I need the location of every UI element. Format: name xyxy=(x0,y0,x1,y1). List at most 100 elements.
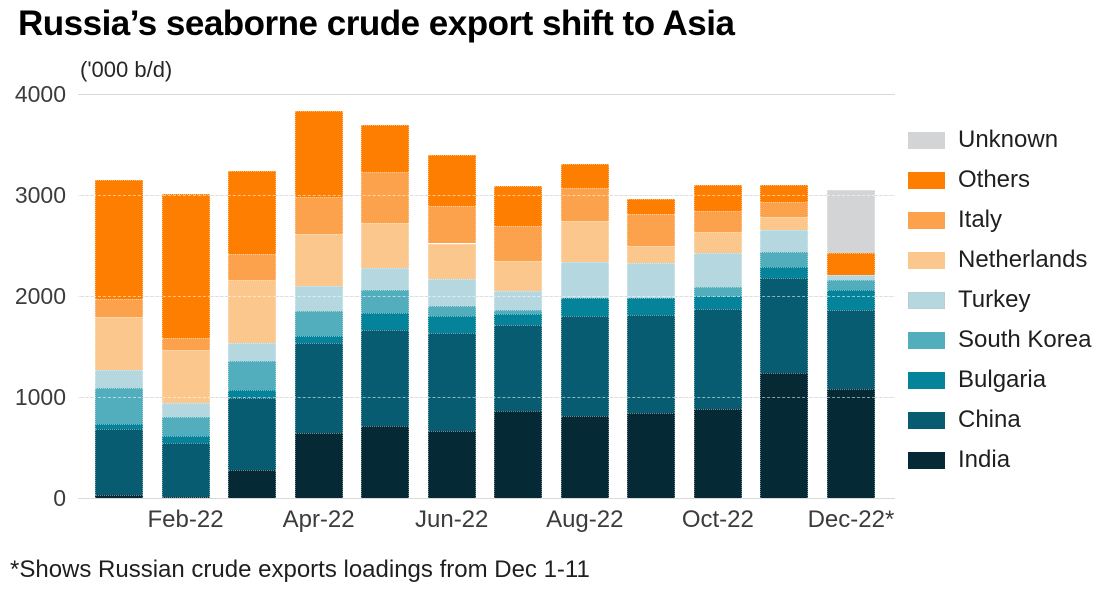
bar-segment-feb-22-china xyxy=(161,442,210,497)
bar-segment-nov-22-turkey xyxy=(760,230,809,252)
bar-segment-jul-22-netherlands xyxy=(494,260,543,291)
bar-segment-jun-22-others xyxy=(427,154,476,207)
bar-jun-22 xyxy=(427,94,476,498)
legend-label-china: China xyxy=(958,406,1021,433)
footnote: *Shows Russian crude exports loadings fr… xyxy=(10,556,590,583)
bar-segment-nov-22-china xyxy=(760,278,809,374)
bar-segment-may-22-south-korea xyxy=(361,289,410,314)
bar-segment-jun-22-bulgaria xyxy=(427,316,476,333)
x-axis-label-aug-22: Aug-22 xyxy=(546,506,624,533)
bar-segment-dec-22-unknown xyxy=(826,189,875,254)
legend-label-turkey: Turkey xyxy=(958,286,1031,313)
y-axis-tick-label-0: 0 xyxy=(53,485,66,511)
bar-segment-aug-22-turkey xyxy=(560,262,609,298)
bar-segment-jul-22-italy xyxy=(494,225,543,261)
bar-segment-jan-22-others xyxy=(95,179,143,300)
gridline-overlay-3000 xyxy=(78,195,895,196)
bar-segment-sep-22-others xyxy=(627,198,676,214)
legend-swatch-netherlands xyxy=(908,251,945,269)
legend-swatch-south-korea xyxy=(908,331,945,349)
bar-segment-jul-22-bulgaria xyxy=(494,314,543,326)
bar-feb-22 xyxy=(161,94,210,498)
x-axis-label-oct-22: Oct-22 xyxy=(681,506,754,533)
bar-segment-dec-22-bulgaria xyxy=(826,289,875,310)
bar-segment-oct-22-others xyxy=(693,184,742,211)
bar-segment-mar-22-india xyxy=(228,469,277,498)
bar-segment-sep-22-turkey xyxy=(627,263,676,298)
bar-dec-22 xyxy=(826,94,875,498)
legend-item-netherlands: Netherlands xyxy=(908,240,1091,280)
legend-item-unknown: Unknown xyxy=(908,120,1091,160)
x-axis-label-feb-22: Feb-22 xyxy=(147,506,224,533)
bar-apr-22 xyxy=(294,94,343,498)
bar-segment-may-22-netherlands xyxy=(361,223,410,268)
bar-segment-jul-22-india xyxy=(494,410,543,498)
bar-segment-jun-22-india xyxy=(427,431,476,498)
bar-segment-dec-22-turkey xyxy=(826,274,875,280)
gridline-4000 xyxy=(78,94,895,95)
bar-segment-feb-22-south-korea xyxy=(161,417,210,437)
legend-item-others: Others xyxy=(908,160,1091,200)
bar-segment-oct-22-italy xyxy=(693,210,742,233)
bar-segment-jan-22-china xyxy=(95,428,143,496)
bar-segment-aug-22-netherlands xyxy=(560,221,609,263)
bar-segment-mar-22-bulgaria xyxy=(228,389,277,399)
y-axis-tick-label-1000: 1000 xyxy=(14,384,66,410)
bar-segment-mar-22-italy xyxy=(228,253,277,280)
legend-label-south-korea: South Korea xyxy=(958,326,1092,353)
bar-segment-dec-22-south-korea xyxy=(826,279,875,290)
bar-segment-mar-22-turkey xyxy=(228,343,277,362)
bar-segment-aug-22-bulgaria xyxy=(560,297,609,317)
bar-segment-aug-22-italy xyxy=(560,188,609,222)
bar-segment-may-22-turkey xyxy=(361,267,410,290)
legend-label-bulgaria: Bulgaria xyxy=(958,366,1047,393)
bar-segment-feb-22-bulgaria xyxy=(161,436,210,443)
bar-segment-aug-22-others xyxy=(560,163,609,189)
legend-label-italy: Italy xyxy=(958,206,1003,233)
bar-segment-sep-22-netherlands xyxy=(627,246,676,264)
x-axis-label-jun-22: Jun-22 xyxy=(414,506,489,533)
bar-jul-22 xyxy=(494,94,543,498)
bar-segment-jun-22-netherlands xyxy=(427,243,476,280)
bar-segment-jun-22-italy xyxy=(427,206,476,244)
bar-nov-22 xyxy=(760,94,809,498)
bar-segment-apr-22-others xyxy=(294,111,343,197)
bar-segment-apr-22-turkey xyxy=(294,286,343,312)
bar-jan-22 xyxy=(95,94,143,498)
bar-segment-jun-22-south-korea xyxy=(427,305,476,317)
legend-item-south-korea: South Korea xyxy=(908,320,1091,360)
bar-segment-may-22-bulgaria xyxy=(361,313,410,331)
bar-segment-apr-22-india xyxy=(294,432,343,498)
bar-segment-oct-22-south-korea xyxy=(693,286,742,296)
bar-segment-jul-22-turkey xyxy=(494,290,543,311)
bar-segment-apr-22-italy xyxy=(294,196,343,234)
bar-segment-aug-22-china xyxy=(560,316,609,417)
bar-segment-feb-22-italy xyxy=(161,337,210,350)
bar-segment-nov-22-south-korea xyxy=(760,251,809,267)
bar-aug-22 xyxy=(560,94,609,498)
bar-segment-jan-22-italy xyxy=(95,299,143,318)
legend-label-netherlands: Netherlands xyxy=(958,246,1088,273)
bar-segment-nov-22-italy xyxy=(760,202,809,218)
y-axis-tick-label-2000: 2000 xyxy=(14,283,66,309)
bar-segment-feb-22-turkey xyxy=(161,402,210,418)
bar-sep-22 xyxy=(627,94,676,498)
legend: Unknown Others Italy Netherlands Turkey South… xyxy=(908,120,1091,480)
bar-segment-nov-22-india xyxy=(760,373,809,498)
legend-swatch-turkey xyxy=(908,291,945,309)
bar-segment-sep-22-india xyxy=(627,412,676,498)
bar-segment-oct-22-china xyxy=(693,308,742,409)
legend-swatch-china xyxy=(908,411,945,429)
bar-segment-nov-22-bulgaria xyxy=(760,266,809,279)
bar-segment-oct-22-turkey xyxy=(693,253,742,287)
legend-item-bulgaria: Bulgaria xyxy=(908,360,1091,400)
y-axis-unit-label: ('000 b/d) xyxy=(80,57,173,82)
bar-segment-mar-22-china xyxy=(228,398,277,470)
bar-segment-feb-22-india xyxy=(161,497,210,498)
bar-mar-22 xyxy=(228,94,277,498)
bar-segment-aug-22-india xyxy=(560,416,609,498)
legend-label-india: India xyxy=(958,446,1011,473)
legend-swatch-italy xyxy=(908,211,945,229)
plot-area xyxy=(78,94,895,499)
bar-segment-mar-22-netherlands xyxy=(228,279,277,344)
